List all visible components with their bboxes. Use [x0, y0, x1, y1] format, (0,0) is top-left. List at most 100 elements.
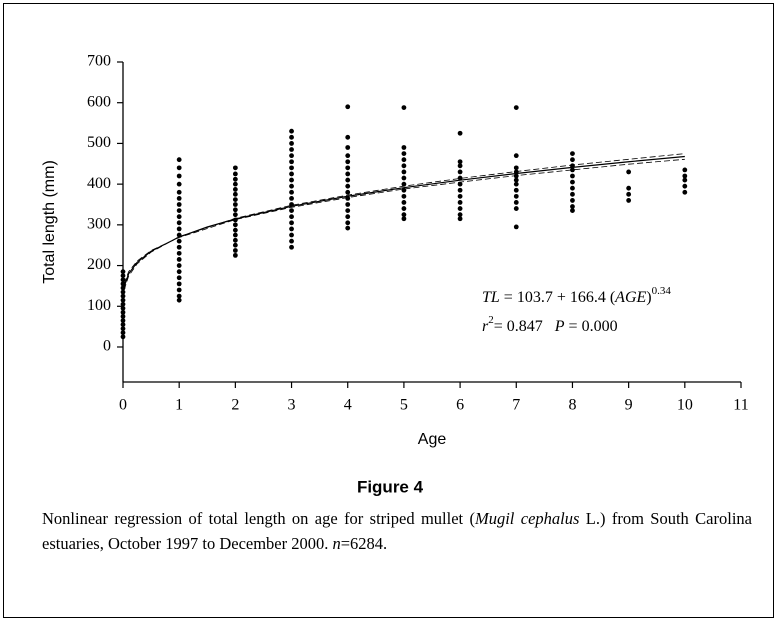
- stat-part: r: [482, 318, 489, 335]
- point: [289, 134, 294, 140]
- point: [513, 177, 519, 183]
- point: [401, 175, 407, 181]
- point: [120, 269, 126, 275]
- point: [682, 173, 688, 179]
- point: [345, 195, 351, 201]
- point: [345, 208, 351, 214]
- eq-part: TL: [482, 289, 500, 306]
- x-tick-label: 6: [456, 397, 464, 414]
- point: [120, 330, 126, 336]
- point: [457, 181, 463, 187]
- point: [176, 157, 182, 163]
- point: [289, 238, 294, 244]
- point: [120, 309, 126, 315]
- y-tick-label: 0: [103, 338, 111, 355]
- point: [232, 227, 238, 233]
- x-tick-label: 10: [677, 397, 693, 414]
- point: [345, 134, 351, 140]
- point: [232, 207, 238, 213]
- point: [232, 171, 238, 177]
- point: [232, 202, 238, 207]
- point: [176, 293, 182, 299]
- point: [232, 248, 238, 253]
- y-tick-label: 500: [87, 134, 111, 151]
- equation: TL = 103.7 + 166.4 (AGE)0.34: [482, 285, 671, 306]
- point: [120, 273, 126, 279]
- point: [401, 216, 407, 222]
- point: [345, 177, 351, 183]
- stat-sup: 2: [488, 314, 494, 326]
- stat-part: = 0.847: [494, 318, 543, 335]
- point: [176, 297, 182, 303]
- x-tick-label: 1: [175, 397, 183, 414]
- point: [401, 105, 407, 110]
- point: [289, 220, 294, 226]
- point: [570, 185, 575, 191]
- point: [457, 193, 463, 199]
- point: [570, 191, 575, 197]
- point: [513, 206, 519, 211]
- point: [232, 176, 238, 182]
- x-tick-label: 9: [625, 397, 633, 414]
- point: [232, 197, 238, 203]
- point: [626, 169, 632, 175]
- point: [176, 257, 182, 262]
- point: [176, 275, 182, 281]
- point: [570, 157, 575, 163]
- point: [345, 145, 351, 150]
- point: [232, 242, 238, 248]
- x-tick-label: 7: [512, 397, 520, 414]
- point: [176, 263, 182, 268]
- caption-part: n: [332, 533, 341, 553]
- point: [682, 189, 688, 195]
- point: [570, 204, 575, 209]
- point: [401, 206, 407, 211]
- point: [232, 252, 238, 258]
- y-tick-label: 400: [87, 175, 111, 192]
- point: [120, 289, 126, 295]
- point: [289, 171, 294, 177]
- x-tick-label: 2: [231, 397, 239, 414]
- point: [457, 216, 463, 222]
- point: [457, 206, 463, 211]
- point: [176, 269, 182, 275]
- point: [682, 167, 688, 173]
- point: [176, 220, 182, 226]
- point: [289, 165, 294, 171]
- x-tick-label: 8: [568, 397, 576, 414]
- point: [289, 159, 294, 165]
- point: [120, 293, 126, 299]
- point: [682, 183, 688, 189]
- point: [176, 195, 182, 201]
- point: [120, 277, 126, 283]
- point: [570, 208, 575, 214]
- point: [289, 147, 294, 152]
- point: [120, 297, 126, 303]
- point: [570, 198, 575, 203]
- y-axis-label: Total length (mm): [41, 160, 58, 284]
- point: [120, 326, 126, 332]
- point: [176, 250, 182, 256]
- point: [176, 226, 182, 232]
- point: [176, 202, 182, 207]
- point: [232, 222, 238, 228]
- point: [289, 141, 294, 146]
- point: [345, 202, 351, 207]
- point: [401, 169, 407, 175]
- point: [401, 145, 407, 150]
- point: [513, 153, 519, 159]
- point: [401, 200, 407, 205]
- point: [232, 165, 238, 171]
- point: [120, 301, 126, 307]
- fit-curve: [123, 153, 685, 291]
- point: [345, 225, 351, 231]
- point: [345, 214, 351, 220]
- fit-curve: [123, 158, 685, 285]
- point: [401, 151, 407, 157]
- point: [570, 179, 575, 185]
- point: [513, 193, 519, 199]
- y-tick-label: 200: [87, 256, 111, 273]
- point: [176, 238, 182, 244]
- point: [232, 187, 238, 192]
